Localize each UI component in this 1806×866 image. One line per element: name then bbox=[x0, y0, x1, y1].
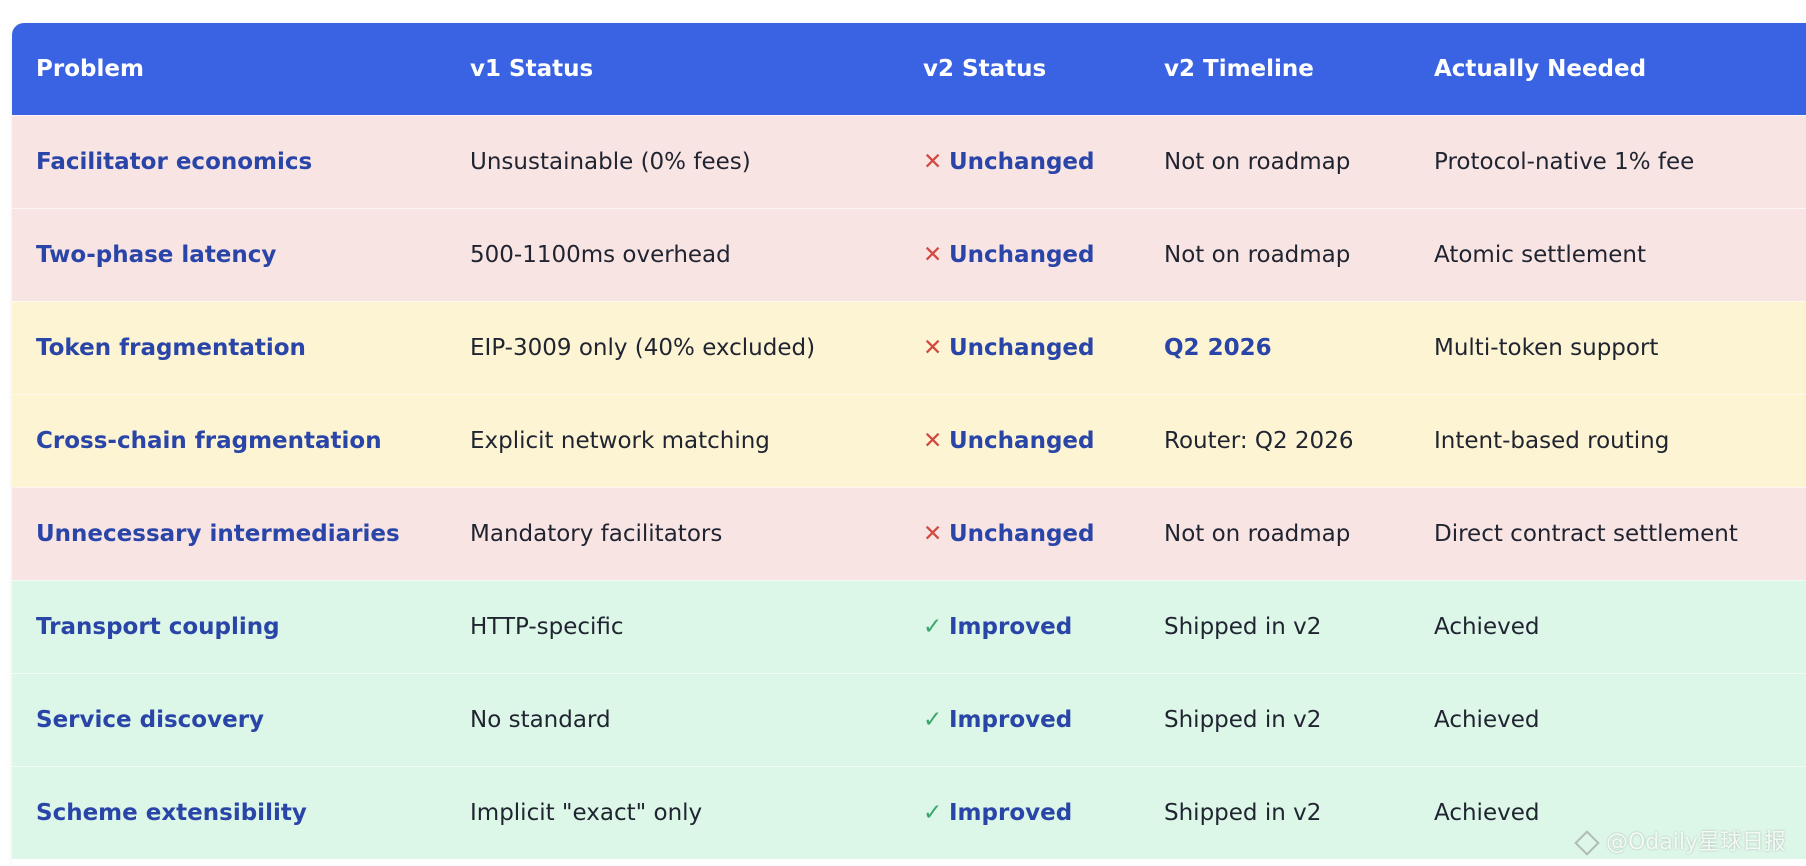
header-v2-status: v2 Status bbox=[923, 55, 1047, 82]
odaily-logo-icon bbox=[1574, 830, 1600, 856]
problem-cell: Transport coupling bbox=[12, 579, 446, 673]
v2-status-label: Unchanged bbox=[949, 520, 1095, 547]
v2-status-cell: ✕ Unchanged bbox=[899, 114, 1140, 208]
v2-status-label: Unchanged bbox=[949, 241, 1095, 268]
v1-status-cell: EIP-3009 only (40% excluded) bbox=[446, 300, 899, 394]
header-row: Problem v1 Status v2 Status v2 Timeline … bbox=[12, 23, 1806, 115]
table-header: Problem v1 Status v2 Status v2 Timeline … bbox=[12, 23, 1806, 115]
v2-status-label: Unchanged bbox=[949, 334, 1095, 361]
problem-cell: Unnecessary intermediaries bbox=[12, 486, 446, 580]
header-v1-status: v1 Status bbox=[470, 55, 594, 82]
v2-status-label: Improved bbox=[949, 706, 1073, 733]
check-icon: ✓ bbox=[923, 799, 943, 826]
problem-cell: Scheme extensibility bbox=[12, 765, 446, 859]
cross-icon: ✕ bbox=[923, 148, 943, 175]
v2-timeline-cell: Not on roadmap bbox=[1140, 486, 1410, 580]
v1-status-cell: Explicit network matching bbox=[446, 393, 899, 487]
actually-needed-cell: Multi-token support bbox=[1410, 300, 1806, 394]
comparison-table: Problem v1 Status v2 Status v2 Timeline … bbox=[12, 23, 1806, 859]
v2-status-label: Improved bbox=[949, 613, 1073, 640]
comparison-table-container: Problem v1 Status v2 Status v2 Timeline … bbox=[12, 23, 1806, 866]
table-row: Cross-chain fragmentation Explicit networ… bbox=[12, 393, 1806, 487]
table-row: Unnecessary intermediaries Mandatory faci… bbox=[12, 486, 1806, 580]
actually-needed-cell: Protocol-native 1% fee bbox=[1410, 114, 1806, 208]
v2-status-label: Unchanged bbox=[949, 427, 1095, 454]
problem-cell: Service discovery bbox=[12, 672, 446, 766]
watermark-text: @Odaily星球日报 bbox=[1605, 830, 1786, 855]
table-row: Transport coupling HTTP-specific ✓ Improved… bbox=[12, 579, 1806, 673]
v2-timeline-cell: Not on roadmap bbox=[1140, 207, 1410, 301]
v2-timeline-cell: Shipped in v2 bbox=[1140, 765, 1410, 859]
v1-status-cell: HTTP-specific bbox=[446, 579, 899, 673]
v2-timeline-cell: Q2 2026 bbox=[1140, 300, 1410, 394]
check-icon: ✓ bbox=[923, 613, 943, 640]
cross-icon: ✕ bbox=[923, 334, 943, 361]
watermark: @Odaily星球日报 bbox=[1574, 824, 1786, 856]
actually-needed-cell: Intent-based routing bbox=[1410, 393, 1806, 487]
cross-icon: ✕ bbox=[923, 241, 943, 268]
cross-icon: ✕ bbox=[923, 520, 943, 547]
v2-status-label: Improved bbox=[949, 799, 1073, 826]
v2-status-cell: ✕ Unchanged bbox=[899, 393, 1140, 487]
v1-status-cell: No standard bbox=[446, 672, 899, 766]
v1-status-cell: Unsustainable (0% fees) bbox=[446, 114, 899, 208]
table-row: Service discovery No standard ✓ Improved Shi… bbox=[12, 672, 1806, 766]
v2-status-cell: ✓ Improved bbox=[899, 672, 1140, 766]
v2-status-cell: ✓ Improved bbox=[899, 765, 1140, 859]
table-row: Facilitator economics Unsustainable (0% f… bbox=[12, 114, 1806, 208]
actually-needed-cell: Achieved bbox=[1410, 579, 1806, 673]
v2-status-cell: ✕ Unchanged bbox=[899, 300, 1140, 394]
v2-status-label: Unchanged bbox=[949, 148, 1095, 175]
table-body: Facilitator economics Unsustainable (0% f… bbox=[12, 114, 1806, 859]
v2-status-cell: ✓ Improved bbox=[899, 579, 1140, 673]
problem-cell: Two-phase latency bbox=[12, 207, 446, 301]
v1-status-cell: Mandatory facilitators bbox=[446, 486, 899, 580]
header-v2-timeline: v2 Timeline bbox=[1164, 55, 1314, 82]
actually-needed-cell: Achieved bbox=[1410, 672, 1806, 766]
actually-needed-cell: Direct contract settlement bbox=[1410, 486, 1806, 580]
table-row: Token fragmentation EIP-3009 only (40% ex… bbox=[12, 300, 1806, 394]
header-actually-needed: Actually Needed bbox=[1434, 55, 1647, 82]
v1-status-cell: 500-1100ms overhead bbox=[446, 207, 899, 301]
actually-needed-cell: Atomic settlement bbox=[1410, 207, 1806, 301]
v1-status-cell: Implicit "exact" only bbox=[446, 765, 899, 859]
v2-timeline-cell: Router: Q2 2026 bbox=[1140, 393, 1410, 487]
problem-cell: Facilitator economics bbox=[12, 114, 446, 208]
actually-needed-cell: Achieved bbox=[1410, 765, 1806, 859]
problem-cell: Token fragmentation bbox=[12, 300, 446, 394]
v2-timeline-cell: Shipped in v2 bbox=[1140, 672, 1410, 766]
cross-icon: ✕ bbox=[923, 427, 943, 454]
v2-timeline-cell: Not on roadmap bbox=[1140, 114, 1410, 208]
check-icon: ✓ bbox=[923, 706, 943, 733]
table-row: Two-phase latency 500-1100ms overhead ✕ Unc… bbox=[12, 207, 1806, 301]
v2-status-cell: ✕ Unchanged bbox=[899, 207, 1140, 301]
problem-cell: Cross-chain fragmentation bbox=[12, 393, 446, 487]
v2-status-cell: ✕ Unchanged bbox=[899, 486, 1140, 580]
header-problem: Problem bbox=[36, 55, 144, 82]
table-row: Scheme extensibility Implicit "exact" onl… bbox=[12, 765, 1806, 859]
v2-timeline-cell: Shipped in v2 bbox=[1140, 579, 1410, 673]
